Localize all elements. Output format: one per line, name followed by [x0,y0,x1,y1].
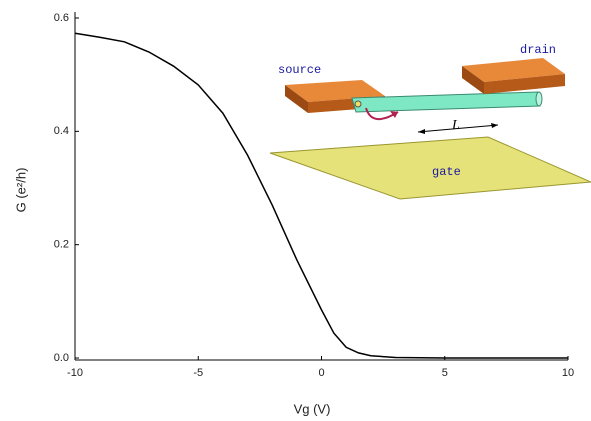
page: source drain gate L Vg (V) G (e²/h) 0.0 0… [0,0,591,421]
x-tick-label: 0 [318,367,324,379]
source-label: source [278,63,321,77]
x-tick-label: 5 [442,367,448,379]
x-tick-label: -10 [67,367,83,379]
y-tick-label: 0.0 [54,352,69,364]
y-axis-label: G (e²/h) [13,168,28,213]
x-axis-label: Vg (V) [294,401,331,416]
length-label: L [451,118,460,133]
length-arrowhead [491,123,498,128]
contact-dot [355,101,361,107]
y-tick-label: 0.2 [54,239,69,251]
x-tick-label: 10 [562,367,574,379]
gate-label: gate [432,165,461,179]
y-tick-label: 0.6 [54,12,69,24]
chart: source drain gate L Vg (V) G (e²/h) 0.0 0… [0,0,591,421]
tunnel-arrowhead [390,111,398,118]
tube-end [536,92,542,106]
inset-diagram: source drain gate L [270,43,591,199]
gate-plate [270,137,591,199]
x-tick-label: -5 [193,367,203,379]
y-tick-label: 0.4 [54,125,69,137]
drain-label: drain [520,43,556,57]
